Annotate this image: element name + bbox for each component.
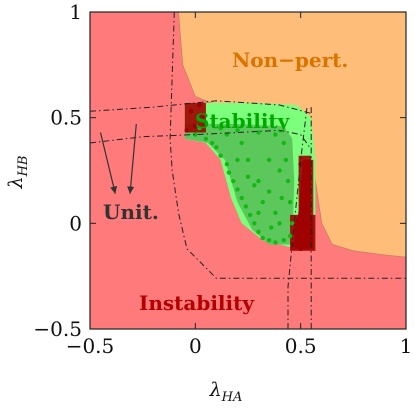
- green-data-point: [277, 168, 282, 173]
- y-tick-label: 1: [69, 0, 82, 24]
- unitarity-curve: [90, 129, 312, 150]
- green-data-point: [287, 200, 293, 205]
- red-data-point: [298, 246, 304, 252]
- red-data-point: [197, 102, 202, 108]
- green-data-point: [210, 140, 215, 146]
- green-point-series: [193, 126, 295, 245]
- red-data-point: [302, 199, 308, 205]
- red-data-point: [291, 242, 297, 247]
- y-axis-ticks: −0.5 0 0.5 1: [33, 0, 406, 341]
- green-data-point: [287, 233, 293, 239]
- green-data-point: [239, 140, 244, 146]
- unitarity-curve: [169, 12, 406, 279]
- red-data-point: [304, 168, 310, 173]
- green-data-point: [218, 153, 223, 158]
- green-data-point: [281, 140, 286, 146]
- green-data-point: [218, 126, 223, 131]
- x-tick-label: −0.5: [66, 334, 115, 358]
- green-data-point: [193, 132, 198, 137]
- unitarity-curve: [287, 107, 308, 329]
- x-axis-ticks: −0.5 0 0.5 1: [66, 12, 413, 358]
- green-data-point: [247, 212, 253, 218]
- green-data-point: [224, 162, 230, 167]
- green-data-point: [226, 170, 232, 175]
- green-data-point: [252, 183, 257, 188]
- plot-area: [90, 12, 406, 329]
- green-data-point: [235, 157, 240, 163]
- region-label-non-perturbative: Non−pert.: [232, 48, 348, 72]
- red-data-point: [298, 210, 304, 216]
- unitarity-arrows: [99, 123, 137, 194]
- green-data-point: [252, 221, 257, 226]
- unitarity-arrow: [99, 132, 118, 194]
- green-data-point: [260, 200, 265, 205]
- y-tick-label: 0: [69, 211, 82, 235]
- green-data-point: [273, 210, 278, 215]
- green-data-point: [273, 132, 278, 137]
- red-data-point: [304, 242, 310, 247]
- unitarity-curve: [90, 100, 312, 114]
- green-data-point: [256, 210, 261, 215]
- x-tick-label: 1: [400, 334, 413, 358]
- green-data-point: [266, 157, 272, 163]
- x-tick-label: 0.5: [285, 334, 317, 358]
- green-data-point: [260, 235, 265, 241]
- x-axis-title: λHA: [209, 379, 243, 405]
- red-data-point: [199, 115, 205, 121]
- region-label-stability: Stability: [195, 109, 291, 133]
- green-data-point: [197, 126, 202, 131]
- green-data-point: [245, 157, 251, 163]
- plot-frame: [89, 11, 407, 330]
- y-tick-label: 0.5: [50, 106, 82, 130]
- green-data-point: [245, 174, 251, 179]
- green-data-point: [203, 136, 209, 141]
- green-data-point: [279, 195, 284, 201]
- green-data-point: [235, 187, 240, 192]
- red-data-point: [192, 123, 198, 129]
- red-data-point: [188, 108, 194, 114]
- region-label-unitarity: Unit.: [103, 200, 159, 224]
- unitarity-arrow: [127, 123, 137, 194]
- green-data-point: [266, 238, 272, 243]
- green-data-point: [285, 178, 291, 184]
- y-axis-title: λHB: [5, 156, 31, 190]
- green-data-point: [214, 145, 219, 150]
- green-data-point: [269, 225, 274, 230]
- unitarity-curves: [90, 12, 406, 329]
- red-data-point: [201, 119, 207, 125]
- green-data-point: [281, 238, 286, 243]
- red-data-point: [184, 127, 190, 133]
- green-data-point: [273, 240, 278, 245]
- green-data-point: [290, 221, 295, 226]
- green-data-point: [256, 229, 261, 234]
- x-tick-label: 0: [189, 334, 202, 358]
- red-data-point: [302, 220, 308, 226]
- green-data-point: [277, 221, 282, 226]
- red-data-point: [300, 178, 306, 184]
- green-data-point: [231, 178, 236, 184]
- stability-region-dark: [184, 124, 295, 245]
- y-tick-label: −0.5: [33, 317, 82, 341]
- green-data-point: [256, 178, 261, 184]
- green-data-point: [266, 189, 272, 194]
- green-data-point: [239, 195, 244, 201]
- green-data-point: [283, 157, 289, 163]
- green-data-point: [243, 204, 249, 209]
- red-data-point: [306, 189, 312, 195]
- red-point-series: [184, 102, 314, 252]
- green-data-point: [235, 128, 240, 133]
- region-label-instability: Instability: [139, 291, 255, 315]
